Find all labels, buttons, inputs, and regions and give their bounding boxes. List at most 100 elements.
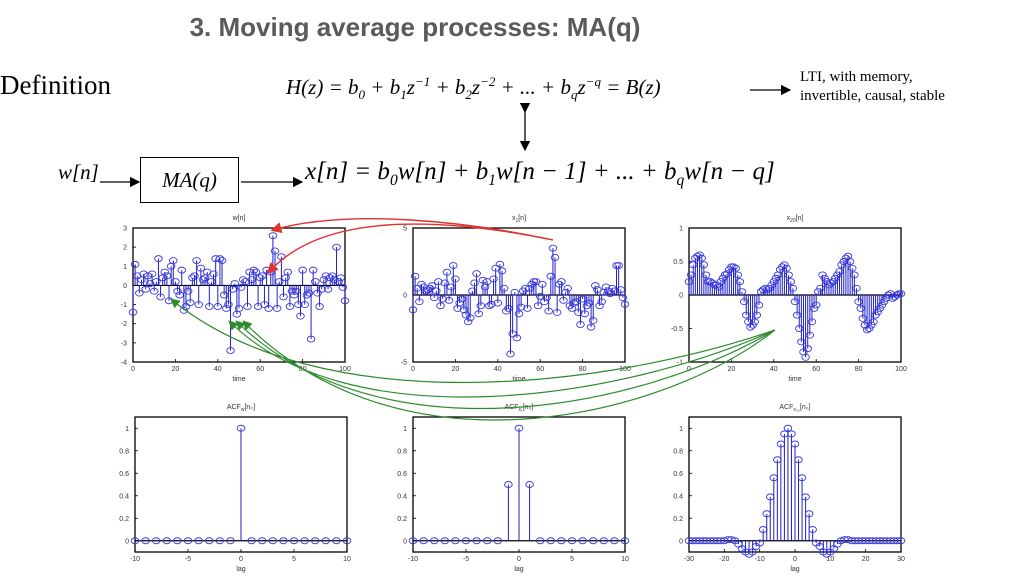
stem-marker [811, 301, 821, 309]
y-tick-label: 1 [403, 426, 407, 433]
stem-marker [461, 537, 471, 545]
stem-marker [440, 537, 450, 545]
x-tick-label: 60 [536, 366, 544, 373]
stem-marker [482, 537, 492, 545]
stem-marker [731, 264, 740, 272]
stem-marker [432, 287, 441, 295]
stem-marker [610, 537, 619, 545]
y-tick-label: 0 [403, 538, 407, 545]
stem-marker [485, 302, 494, 310]
plot-title-part: [n] [518, 215, 526, 222]
red-arrow-icon [267, 223, 554, 275]
formula-term: z [471, 75, 481, 99]
stem-marker [852, 284, 861, 292]
x-axis-label: time [512, 376, 525, 383]
stem-marker [588, 317, 598, 324]
stem-marker [300, 301, 309, 309]
x-tick-label: -20 [719, 556, 729, 563]
stem-marker [845, 258, 855, 265]
ma-block-label: MA(q) [162, 167, 217, 192]
stem-marker [173, 537, 182, 545]
stem-marker [561, 288, 570, 296]
stem-marker [289, 537, 299, 545]
y-tick-label: 0.6 [119, 471, 129, 478]
formula-term: w[n] + b [397, 158, 489, 185]
formula-term: −1 [414, 74, 431, 89]
stem-marker [183, 287, 193, 295]
stem-marker [313, 289, 322, 297]
stem-marker [786, 278, 796, 286]
stem-marker [268, 537, 278, 545]
stem-marker [867, 321, 876, 329]
x-tick-label: -5 [463, 556, 469, 563]
stem-marker [698, 537, 708, 545]
x-tick-label: -10 [130, 556, 140, 563]
formula-term: 2 [465, 87, 472, 103]
stem-marker [896, 290, 906, 298]
stem-marker [472, 270, 481, 278]
y-tick-label: -1 [677, 360, 683, 367]
stem-marker [249, 266, 259, 274]
y-tick-label: 0.4 [397, 493, 407, 500]
y-tick-label: 2 [123, 245, 127, 252]
stem-marker [591, 282, 600, 290]
stem-marker [614, 262, 623, 269]
stem-marker [754, 301, 764, 309]
stem-marker [597, 298, 606, 306]
stem-marker [489, 275, 498, 283]
stem-plot-5: ACFx₂₀[n₀] -30 -20 -10 0 10 20 30 1 0.8 0.6 0.4 0.2 0… [673, 404, 906, 573]
x-axis-label: time [232, 376, 245, 383]
y-tick-label: 0.2 [397, 516, 407, 523]
x-tick-label: 20 [862, 556, 870, 563]
x-tick-label: 10 [343, 556, 351, 563]
stem-marker [872, 537, 881, 545]
stem-marker [298, 266, 307, 274]
formula-term: H [286, 75, 302, 99]
x-tick-label: 100 [895, 366, 907, 373]
stem-marker [474, 310, 483, 318]
stem-marker [787, 430, 796, 438]
x-tick-label: 80 [855, 366, 863, 373]
y-tick-label: 0 [679, 538, 683, 545]
x-tick-label: 100 [339, 366, 351, 373]
stem-marker [196, 264, 206, 272]
stem-marker [877, 301, 887, 309]
x-tick-label: 40 [770, 366, 778, 373]
stem-marker [185, 299, 195, 307]
stem-marker [279, 293, 288, 301]
x-tick-label: 0 [239, 556, 243, 563]
x-tick-label: 60 [812, 366, 820, 373]
stem-marker [415, 298, 424, 306]
stem-marker [192, 257, 201, 264]
stem-marker [533, 302, 543, 310]
x-tick-label: -5 [185, 556, 191, 563]
stem-marker [243, 303, 252, 310]
properties-note: LTI, with memory, invertible, causal, st… [800, 68, 945, 106]
formula-term: 0 [389, 172, 398, 189]
stem-marker [797, 474, 807, 482]
formula-term: −q [585, 74, 601, 89]
stem-marker [882, 537, 892, 545]
plot-title-part: x₁ [519, 407, 524, 413]
x-tick-label: 40 [494, 366, 502, 373]
y-tick-label: 0 [403, 293, 407, 300]
x-tick-label: 20 [172, 366, 180, 373]
stem-marker [809, 304, 819, 312]
stem-marker [332, 537, 341, 545]
formula-term: 1 [488, 172, 496, 189]
stem-marker [869, 318, 878, 326]
properties-line-1: LTI, with memory, [800, 69, 913, 85]
stem-marker [576, 321, 585, 328]
stem-marker [321, 537, 331, 545]
stem-marker [255, 274, 265, 282]
stem-marker [149, 287, 159, 295]
stem-marker [801, 493, 810, 501]
stem-marker [451, 537, 460, 545]
stem-marker [177, 266, 187, 274]
y-tick-label: 0.2 [119, 516, 129, 523]
plot-title: x1[n] [512, 215, 526, 224]
x-tick-label: 0 [687, 366, 691, 373]
stem-marker [525, 481, 534, 488]
